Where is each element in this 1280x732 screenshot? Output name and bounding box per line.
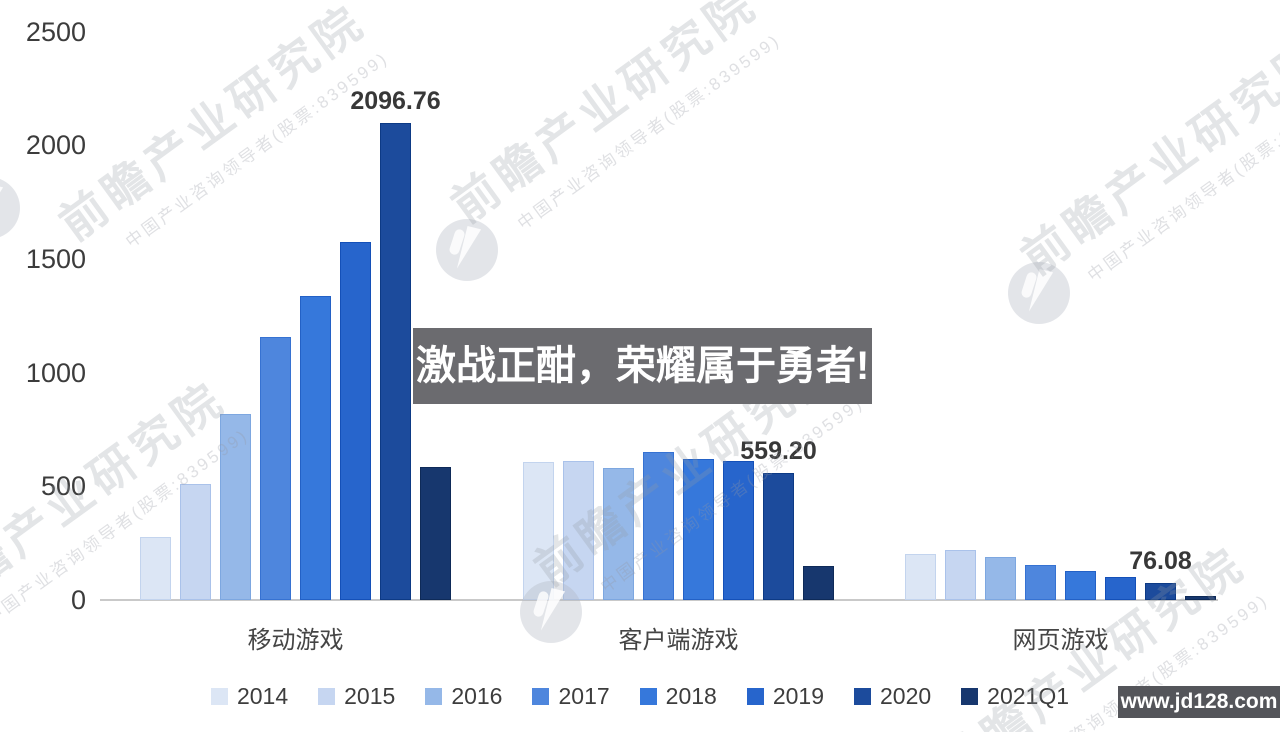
bar-2016-group1 (603, 468, 634, 600)
bar-2014-group1 (523, 462, 554, 600)
legend-item-2019: 2019 (746, 683, 824, 710)
legend-swatch (961, 688, 979, 705)
bar-2019-group2 (1105, 577, 1136, 600)
bar-2021Q1-group2 (1185, 596, 1216, 600)
category-label: 移动游戏 (247, 627, 344, 654)
bar-2014-group0 (140, 537, 171, 600)
legend-item-2017: 2017 (532, 683, 610, 710)
legend-swatch (532, 688, 550, 705)
bar-2021Q1-group0 (420, 467, 451, 600)
overlay-title: 激战正酣，荣耀属于勇者! (413, 328, 872, 404)
y-axis-tick-label: 1500 (25, 243, 86, 274)
bar-2017-group1 (643, 452, 674, 600)
legend-label: 2019 (772, 683, 824, 709)
legend-swatch (854, 688, 871, 705)
legend-label: 2020 (880, 683, 932, 709)
legend-label: 2021Q1 (987, 683, 1070, 709)
legend-swatch (318, 688, 336, 705)
legend-swatch (425, 688, 443, 705)
data-label: 2096.76 (350, 87, 441, 116)
legend-item-2020: 2020 (854, 683, 931, 710)
legend-label: 2015 (344, 683, 396, 709)
bar-2018-group1 (683, 459, 714, 600)
bar-2015-group2 (945, 550, 976, 600)
bar-2016-group0 (220, 414, 251, 600)
legend-item-2015: 2015 (318, 683, 395, 710)
bar-2020-group2 (1145, 583, 1176, 600)
legend-item-2016: 2016 (425, 683, 502, 710)
legend-label: 2014 (236, 683, 289, 709)
legend-label: 2017 (558, 683, 610, 709)
data-label: 76.08 (1129, 546, 1192, 575)
legend-swatch (639, 688, 657, 705)
legend-item-2021Q1: 2021Q1 (961, 683, 1069, 710)
y-axis-tick-label: 2500 (25, 16, 86, 47)
bar-2015-group1 (563, 461, 594, 600)
legend-swatch (210, 688, 228, 705)
legend: 2014 2015 2016 2017 2018 2019 2020 2021Q1 (120, 683, 1160, 710)
website-badge: www.jd128.com (1118, 686, 1280, 718)
bar-2019-group0 (340, 242, 371, 600)
legend-label: 2016 (451, 683, 503, 709)
legend-item-2018: 2018 (639, 683, 717, 710)
bar-2021Q1-group1 (803, 566, 834, 600)
y-axis-tick-label: 500 (40, 471, 86, 502)
bar-2020-group1 (763, 473, 794, 600)
bar-2017-group0 (260, 337, 291, 600)
y-axis-tick-label: 0 (70, 585, 86, 615)
y-axis-tick-label: 1000 (25, 357, 86, 388)
category-label: 客户端游戏 (618, 627, 739, 654)
bar-2020-group0 (380, 123, 411, 600)
legend-swatch (746, 688, 764, 705)
bar-2018-group2 (1065, 571, 1096, 600)
y-axis-tick-label: 2000 (25, 130, 86, 161)
category-label: 网页游戏 (1012, 627, 1109, 654)
legend-item-2014: 2014 (210, 683, 289, 710)
legend-label: 2018 (665, 683, 717, 709)
bar-2017-group2 (1025, 565, 1056, 600)
bar-2019-group1 (723, 461, 754, 600)
x-axis-line (100, 599, 1218, 601)
bar-2015-group0 (180, 484, 211, 600)
data-label: 559.20 (740, 436, 817, 465)
bar-2014-group2 (905, 554, 936, 600)
bar-2016-group2 (985, 557, 1016, 600)
bar-2018-group0 (300, 296, 331, 600)
